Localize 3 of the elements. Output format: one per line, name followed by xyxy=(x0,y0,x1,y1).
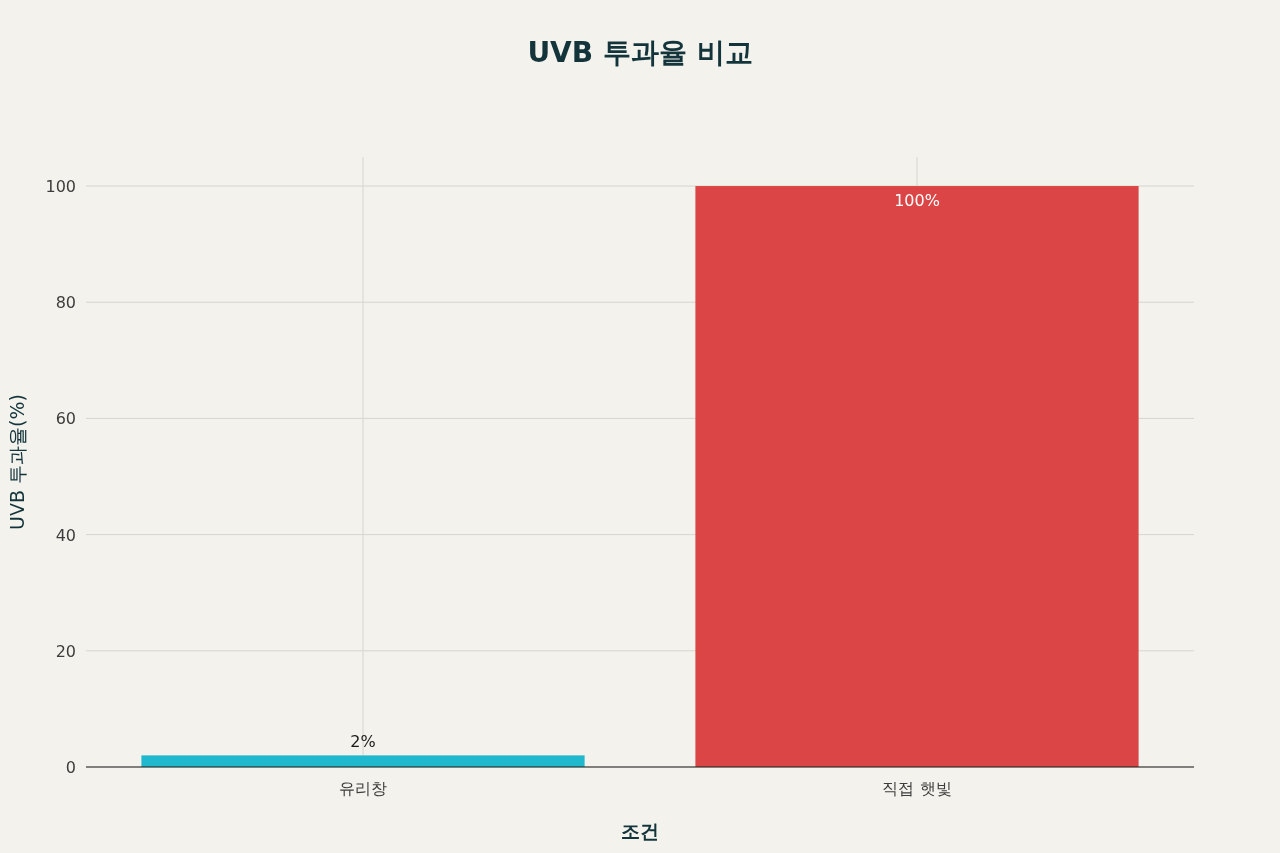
ylabel: UVB 투과율(%) xyxy=(6,394,28,530)
title: UVB 투과율 비교 xyxy=(527,36,753,69)
xlabel: 조건 xyxy=(621,820,659,842)
